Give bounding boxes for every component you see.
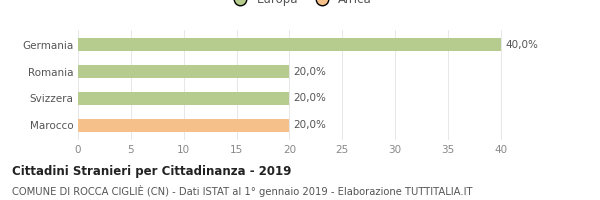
Text: COMUNE DI ROCCA CIGLIÈ (CN) - Dati ISTAT al 1° gennaio 2019 - Elaborazione TUTTI: COMUNE DI ROCCA CIGLIÈ (CN) - Dati ISTAT… (12, 185, 473, 197)
Bar (78, 65, 289, 78)
Text: 20,0%: 20,0% (293, 93, 326, 103)
Bar (78, 92, 289, 105)
Text: Cittadini Stranieri per Cittadinanza - 2019: Cittadini Stranieri per Cittadinanza - 2… (12, 165, 292, 178)
Bar (78, 119, 289, 132)
Text: 40,0%: 40,0% (505, 40, 538, 50)
Text: 20,0%: 20,0% (293, 120, 326, 130)
Text: 20,0%: 20,0% (293, 67, 326, 77)
Legend: Europa, Africa: Europa, Africa (223, 0, 377, 11)
Bar (78, 38, 501, 51)
